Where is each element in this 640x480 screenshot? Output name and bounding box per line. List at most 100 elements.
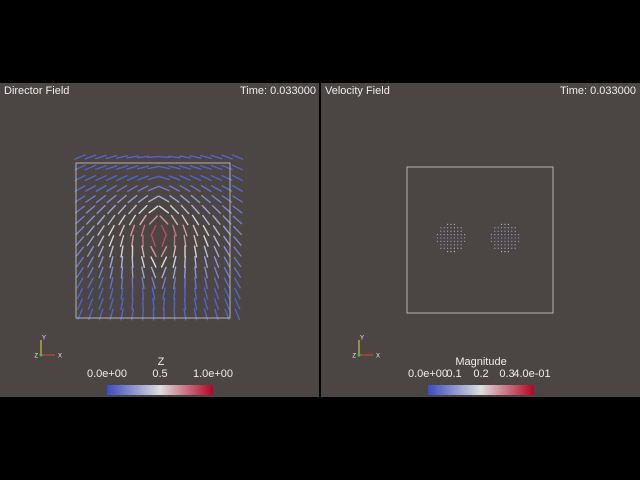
- glyph: [172, 255, 177, 269]
- glyph: [119, 234, 125, 248]
- glyph: [213, 266, 220, 279]
- glyph: [75, 215, 85, 225]
- glyph: [76, 256, 84, 268]
- glyph: [95, 154, 107, 160]
- glyph: [511, 234, 513, 236]
- glyph: [443, 234, 445, 236]
- glyph: [168, 165, 181, 170]
- glyph: [98, 277, 104, 289]
- glyph: [504, 230, 506, 232]
- colorbar-label: 0.3: [499, 368, 514, 380]
- glyph: [514, 230, 516, 232]
- glyph: [97, 225, 105, 236]
- glyph: [77, 298, 83, 310]
- glyph: [507, 234, 509, 236]
- glyph: [222, 225, 232, 236]
- glyph: [191, 214, 200, 226]
- glyph: [74, 164, 86, 171]
- glyph: [141, 287, 145, 300]
- glyph: [115, 155, 129, 159]
- glyph: [514, 234, 516, 236]
- glyph: [232, 185, 243, 192]
- glyph: [139, 214, 147, 226]
- glyph: [173, 287, 176, 300]
- glyph: [74, 205, 86, 214]
- glyph: [75, 246, 85, 257]
- glyph: [436, 234, 438, 236]
- glyph: [440, 244, 442, 246]
- glyph: [213, 287, 220, 300]
- axis-label: X: [376, 354, 380, 360]
- glyph: [440, 234, 442, 236]
- glyph: [85, 215, 96, 225]
- glyph: [504, 234, 506, 236]
- glyph: [213, 277, 220, 289]
- glyph: [457, 244, 459, 246]
- glyph: [118, 214, 126, 226]
- glyph: [158, 175, 170, 181]
- glyph: [109, 287, 114, 300]
- glyph: [150, 245, 157, 258]
- glyph: [447, 223, 449, 225]
- glyph: [183, 297, 187, 311]
- glyph: [194, 266, 197, 279]
- glyph: [168, 185, 181, 192]
- glyph: [501, 234, 503, 236]
- glyph: [494, 234, 496, 236]
- glyph: [106, 184, 117, 193]
- glyph: [497, 244, 499, 246]
- glyph: [450, 244, 452, 246]
- colorbar-label: 1.0e+00: [193, 368, 233, 380]
- glyph: [160, 256, 168, 268]
- glyph: [501, 251, 503, 253]
- axis-label: Y: [42, 336, 46, 342]
- glyph: [86, 246, 95, 257]
- glyph: [203, 255, 209, 269]
- colorbar-label: 0.5: [152, 368, 167, 380]
- glyph: [453, 247, 455, 249]
- glyph: [193, 297, 198, 311]
- glyph: [213, 245, 220, 258]
- glyph: [98, 298, 104, 310]
- glyph: [147, 165, 160, 170]
- glyph: [120, 287, 124, 300]
- glyph: [191, 204, 200, 215]
- glyph: [183, 266, 187, 279]
- glyph: [107, 214, 116, 226]
- glyph: [453, 223, 455, 225]
- glyph: [107, 204, 116, 215]
- glyph: [504, 247, 506, 249]
- glyph: [189, 155, 202, 159]
- glyph: [117, 194, 127, 204]
- glyph: [440, 237, 442, 239]
- glyph: [203, 245, 209, 258]
- glyph: [148, 205, 159, 214]
- glyph: [443, 227, 445, 229]
- glyph: [179, 165, 191, 170]
- glyph: [460, 240, 462, 242]
- glyph: [86, 235, 95, 247]
- glyph: [457, 230, 459, 232]
- glyph: [453, 234, 455, 236]
- glyph: [76, 277, 84, 289]
- glyph: [501, 237, 503, 239]
- glyph: [504, 251, 506, 253]
- glyph: [234, 287, 241, 300]
- glyph: [179, 184, 191, 193]
- glyph: [180, 194, 190, 204]
- glyph: [211, 185, 222, 192]
- glyph: [131, 266, 134, 279]
- glyph: [120, 266, 124, 279]
- glyph: [450, 223, 452, 225]
- glyph: [151, 287, 156, 300]
- glyph: [460, 237, 462, 239]
- glyph: [233, 267, 242, 278]
- axis-label: Z: [352, 354, 356, 360]
- glyph: [170, 214, 179, 226]
- glyph: [490, 234, 492, 236]
- glyph: [194, 276, 197, 290]
- glyph: [497, 227, 499, 229]
- axis-label: X: [58, 354, 62, 360]
- glyph: [501, 244, 503, 246]
